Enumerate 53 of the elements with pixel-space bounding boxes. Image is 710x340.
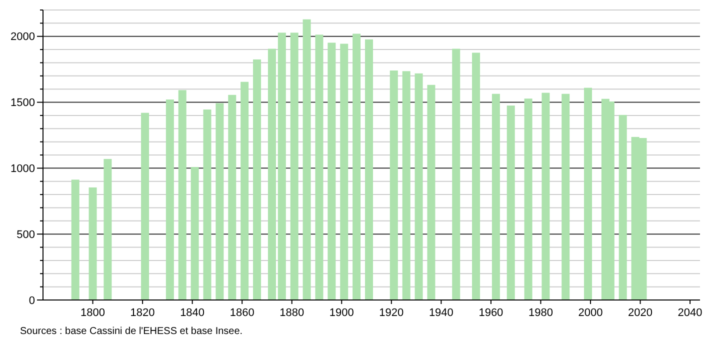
bar [240,82,249,300]
bar [472,52,480,300]
bar [253,59,262,300]
x-tick-label: 1980 [528,307,553,319]
bar [290,32,298,300]
x-tick-label: 1820 [130,307,155,319]
source-note: Sources : base Cassini de l'EHESS et base Insee. [20,326,243,337]
x-tick-label: 1880 [280,307,304,319]
bar [178,90,186,300]
bar [141,112,150,300]
bar [88,187,97,300]
x-tick-label: 1900 [329,307,354,319]
bar [315,34,324,300]
y-tick-label: 2000 [10,31,35,44]
bar [216,103,224,300]
bar [427,84,436,300]
bar [542,92,550,300]
bar [166,100,174,300]
x-tick-label: 1940 [428,307,454,319]
bar [618,114,627,300]
bar [104,158,112,300]
x-tick-label: 2000 [578,307,603,319]
bar [365,39,374,300]
y-tick-label: 1000 [10,163,35,176]
x-tick-label: 1840 [180,307,205,319]
y-tick-label: 500 [16,228,35,241]
bar [268,48,276,300]
y-tick-label: 1500 [10,97,35,110]
bar [340,44,348,300]
bar [228,94,236,300]
x-tick-label: 2040 [678,307,702,319]
x-tick-label: 2020 [628,307,653,319]
bar [562,94,570,300]
bar [390,70,398,300]
bar [506,106,515,300]
x-tick-label: 1800 [80,307,106,319]
bar [278,32,286,300]
bar [402,71,410,300]
bar [492,94,500,300]
bar [524,98,532,300]
x-tick-label: 1960 [478,307,504,319]
x-tick-label: 1860 [230,307,254,319]
bar [414,73,423,300]
bar [203,110,212,300]
bar [352,34,361,300]
bar [71,180,80,300]
y-tick-label: 0 [28,294,35,307]
bar [584,88,592,300]
bar [452,48,460,300]
bar [328,42,336,300]
x-tick-label: 1920 [379,307,404,319]
bar [302,19,311,300]
bar [190,166,199,300]
